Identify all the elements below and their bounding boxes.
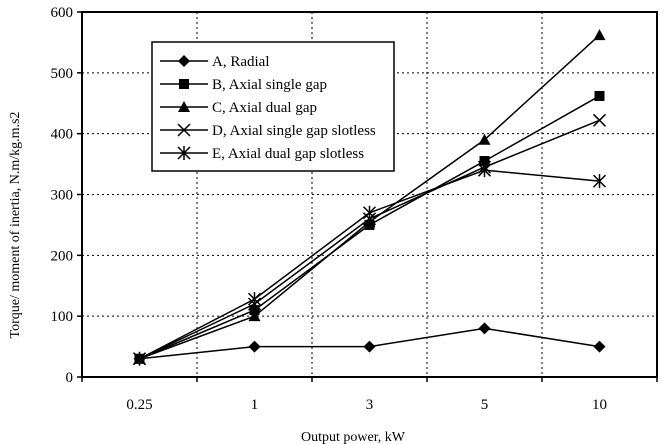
y-tick-label: 300 — [51, 188, 74, 204]
marker-asterisk — [177, 146, 191, 160]
marker-triangle — [593, 29, 606, 41]
legend-label: B, Axial single gap — [212, 77, 327, 93]
marker-triangle — [178, 101, 190, 112]
y-tick-label: 100 — [51, 309, 74, 325]
marker-square — [249, 305, 260, 316]
y-tick-label: 200 — [51, 248, 74, 264]
y-tick-label: 400 — [51, 127, 74, 143]
legend: A, Radial B, Axial single gap C, Axial dua… — [151, 41, 395, 172]
marker-square — [594, 90, 605, 101]
x-tick-label: 10 — [592, 397, 607, 413]
axes-layer: 0 100 200 300 400 500 600 0.25 1 3 5 10 — [51, 5, 658, 413]
marker-asterisk — [132, 351, 147, 366]
marker-asterisk — [247, 292, 262, 307]
legend-entry: A, Radial — [160, 54, 270, 70]
y-tick-label: 500 — [51, 66, 74, 82]
marker-asterisk — [362, 205, 377, 220]
legend-entry: C, Axial dual gap — [160, 100, 317, 116]
y-tick-label: 600 — [51, 5, 74, 21]
marker-square — [479, 156, 490, 167]
marker-x — [177, 123, 191, 137]
legend-entry: B, Axial single gap — [160, 77, 327, 93]
legend-label: D, Axial single gap slotless — [212, 123, 376, 139]
marker-diamond — [178, 55, 190, 67]
series-layer — [132, 29, 607, 366]
legend-entry: D, Axial single gap slotless — [160, 123, 376, 139]
legend-entry: E, Axial dual gap slotless — [160, 146, 364, 162]
marker-triangle — [478, 133, 491, 145]
x-tick-label: 5 — [481, 397, 489, 413]
plot-frame — [81, 11, 658, 378]
marker-asterisk — [477, 163, 492, 178]
marker-triangle — [248, 310, 261, 322]
marker-square — [179, 79, 189, 89]
x-axis-label: Output power, kW — [301, 430, 406, 444]
legend-label: A, Radial — [212, 54, 270, 70]
marker-diamond — [248, 340, 261, 353]
y-axis-label: Torque/ moment of inertia, N.m/kg.m.s2 — [8, 112, 23, 339]
marker-diamond — [593, 340, 606, 353]
marker-x — [592, 113, 607, 127]
x-tick-label: 3 — [366, 397, 374, 413]
legend-label: E, Axial dual gap slotless — [212, 146, 364, 162]
marker-triangle — [363, 215, 376, 227]
series-line — [139, 169, 600, 360]
marker-asterisk — [592, 174, 607, 189]
marker-diamond — [363, 340, 376, 353]
x-tick-label: 1 — [251, 397, 259, 413]
x-tick-label: 0.25 — [126, 397, 152, 413]
marker-diamond — [478, 322, 491, 335]
legend-label: C, Axial dual gap — [212, 100, 317, 116]
series-e — [132, 163, 607, 366]
y-tick-label: 0 — [66, 370, 74, 386]
